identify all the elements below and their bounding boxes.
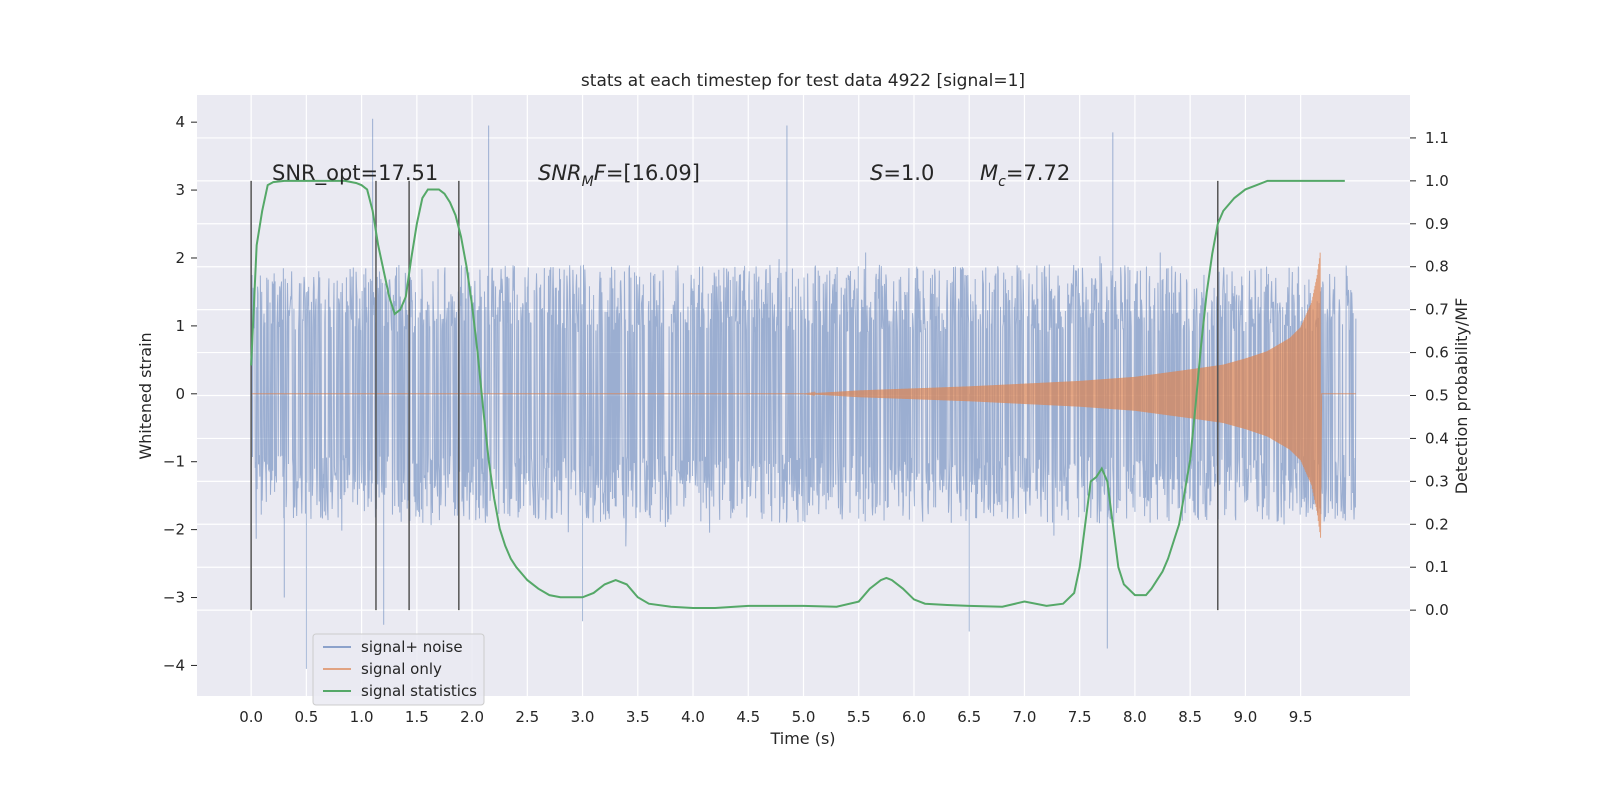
- y-tick-label: 0: [175, 385, 185, 403]
- x-tick-label: 4.0: [681, 708, 705, 726]
- s-annotation: S=1.0: [870, 161, 934, 185]
- legend-label-signal-only: signal only: [361, 660, 442, 678]
- y-tick-labels: −4 −3 −2 −1 0 1 2 3 4: [163, 113, 197, 674]
- x-tick-label: 9.0: [1233, 708, 1257, 726]
- s-var: S: [870, 161, 883, 185]
- x-axis-label: Time (s): [769, 729, 835, 748]
- legend-box: [312, 633, 485, 706]
- y2-tick-label: 0.3: [1425, 472, 1449, 490]
- chart-title: stats at each timestep for test data 492…: [581, 71, 1025, 91]
- y2-tick-label: 0.1: [1425, 558, 1449, 576]
- y-tick-label: 2: [175, 249, 185, 267]
- y-tick-label: −1: [163, 453, 185, 471]
- signal-plus-noise-series: [250, 118, 1357, 669]
- signal-only-series: [251, 252, 1356, 538]
- y2-tick-label: 0.2: [1425, 515, 1449, 533]
- x-tick-label: 7.5: [1068, 708, 1092, 726]
- x-tick-label: 5.5: [847, 708, 871, 726]
- x-tick-label: 0.0: [239, 708, 263, 726]
- x-tick-label: 2.0: [460, 708, 484, 726]
- x-tick-label: 5.0: [792, 708, 816, 726]
- y2-tick-label: 0.6: [1425, 344, 1449, 362]
- y2-tick-labels: 0.0 0.1 0.2 0.3 0.4 0.5 0.6 0.7 0.8 0.9 1.0 1.1: [1410, 129, 1449, 619]
- signal-statistics-series: [250, 179, 1345, 609]
- legend: signal+ noise signal only signal statist…: [312, 633, 485, 706]
- mc-value: =7.72: [1006, 161, 1070, 185]
- legend-label-signal-statistics: signal statistics: [361, 682, 477, 700]
- x-tick-label: 1.5: [405, 708, 429, 726]
- y2-tick-label: 0.7: [1425, 301, 1449, 319]
- annotations: SNR_opt=17.51 SNRMF=[16.09] S=1.0 Mc=7.7…: [272, 161, 1070, 190]
- mc-var: M: [980, 161, 998, 185]
- x-tick-label: 6.5: [957, 708, 981, 726]
- x-tick-label: 0.5: [294, 708, 318, 726]
- snr-mf-var: SNR: [538, 161, 582, 185]
- snr-mf-annotation: SNRMF=[16.09]: [538, 161, 700, 190]
- snr-mf-var2: F: [594, 161, 607, 185]
- x-tick-label: 9.5: [1289, 708, 1313, 726]
- x-tick-label: 8.0: [1123, 708, 1147, 726]
- y-tick-label: −3: [163, 589, 185, 607]
- x-tick-label: 6.0: [902, 708, 926, 726]
- y-tick-label: −4: [163, 656, 185, 674]
- y2-tick-label: 0.9: [1425, 215, 1449, 233]
- x-tick-label: 8.5: [1178, 708, 1202, 726]
- mc-annotation: Mc=7.72: [980, 161, 1070, 190]
- legend-label-signal-noise: signal+ noise: [361, 638, 463, 656]
- signal-only-line: [251, 252, 1356, 538]
- mc-sub: c: [998, 174, 1006, 190]
- snr-mf-sub: M: [582, 174, 594, 190]
- signal-statistics-line: [250, 179, 1345, 609]
- x-tick-label: 2.5: [515, 708, 539, 726]
- y-axis-label: Whitened strain: [136, 332, 155, 459]
- y-tick-label: −2: [163, 521, 185, 539]
- snr-mf-value: =[16.09]: [606, 161, 700, 185]
- snr-opt-annotation: SNR_opt=17.51: [272, 161, 438, 186]
- s-value: =1.0: [883, 161, 934, 185]
- y2-tick-label: 0.4: [1425, 429, 1449, 447]
- x-tick-label: 4.5: [736, 708, 760, 726]
- event-markers: [250, 180, 1219, 611]
- y2-tick-label: 1.0: [1425, 172, 1449, 190]
- y2-axis-label: Detection probability/MF: [1452, 298, 1471, 495]
- x-tick-label: 3.0: [571, 708, 595, 726]
- x-tick-labels: 0.0 0.5 1.0 1.5 2.0 2.5 3.0 3.5 4.0 4.5 5.0 5.5 6.0 6…: [239, 708, 1312, 726]
- y-tick-label: 4: [175, 113, 185, 131]
- y2-tick-label: 1.1: [1425, 129, 1449, 147]
- x-tick-label: 1.0: [350, 708, 374, 726]
- x-tick-label: 3.5: [626, 708, 650, 726]
- y-tick-label: 3: [175, 181, 185, 199]
- y-tick-label: 1: [175, 317, 185, 335]
- signal-plus-noise-line: [250, 118, 1357, 669]
- y2-tick-label: 0.5: [1425, 387, 1449, 405]
- y2-tick-label: 0.8: [1425, 258, 1449, 276]
- y2-tick-label: 0.0: [1425, 601, 1449, 619]
- x-tick-label: 7.0: [1013, 708, 1037, 726]
